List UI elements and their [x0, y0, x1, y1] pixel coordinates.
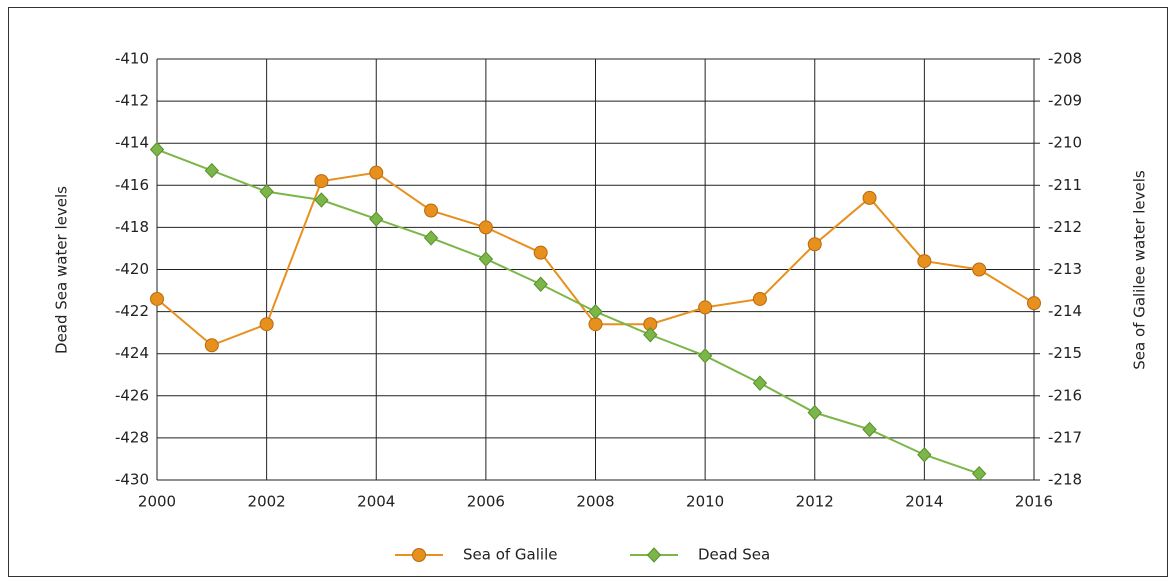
- legend-label: Sea of Galile: [463, 546, 557, 564]
- data-point: [314, 174, 329, 189]
- data-point: [752, 291, 767, 306]
- y-tick-label: -410: [115, 50, 149, 68]
- data-point: [807, 237, 822, 252]
- data-point: [643, 327, 658, 343]
- data-point: [259, 183, 274, 200]
- data-point: [807, 404, 822, 421]
- y2-tick-label: -216: [1048, 386, 1082, 404]
- y-tick-label: -422: [115, 302, 149, 320]
- data-point: [862, 190, 877, 205]
- series-line: [156, 148, 980, 475]
- data-point: [917, 254, 932, 269]
- y2-tick-label: -217: [1048, 428, 1082, 446]
- data-point: [588, 303, 603, 320]
- x-tick-label: 2008: [576, 493, 614, 511]
- y2-tick-label: -213: [1048, 260, 1082, 278]
- data-point: [752, 375, 768, 391]
- legend-marker: [646, 547, 662, 563]
- y-tick-label: -412: [115, 92, 149, 110]
- y2-tick-label: -212: [1048, 218, 1082, 236]
- y2-tick-label: -210: [1048, 134, 1082, 152]
- y-tick-label: -418: [115, 218, 149, 236]
- data-point: [972, 262, 987, 277]
- x-tick-label: 2006: [467, 493, 505, 511]
- legend-label: Dead Sea: [698, 546, 770, 564]
- data-point: [369, 211, 384, 227]
- data-point: [533, 276, 548, 292]
- data-point: [149, 141, 165, 158]
- data-point: [259, 317, 274, 332]
- y2-axis-title: Sea of Galilee water levels: [1131, 170, 1149, 370]
- data-point: [478, 251, 494, 267]
- y2-tick-label: -208: [1048, 50, 1082, 68]
- chart-border: [8, 7, 1168, 577]
- data-point: [1027, 296, 1041, 311]
- legend-marker: [412, 548, 426, 562]
- data-point: [314, 192, 329, 208]
- x-tick-label: 2014: [905, 493, 943, 511]
- y-tick-label: -428: [115, 428, 149, 446]
- x-tick-label: 2004: [357, 493, 395, 511]
- data-point: [698, 300, 713, 315]
- x-tick-label: 2012: [796, 493, 834, 511]
- data-point: [533, 245, 548, 260]
- x-tick-label: 2016: [1015, 493, 1053, 511]
- x-tick-label: 2010: [686, 493, 724, 511]
- x-tick-label: 2002: [248, 493, 286, 511]
- y2-tick-label: -218: [1048, 471, 1082, 489]
- x-tick-label: 2000: [138, 493, 176, 511]
- y2-tick-label: -211: [1048, 176, 1082, 194]
- data-point: [588, 317, 603, 332]
- y-tick-label: -426: [115, 386, 149, 404]
- y2-tick-label: -209: [1048, 92, 1082, 110]
- data-point: [369, 165, 384, 180]
- y-tick-label: -414: [115, 134, 149, 152]
- y-tick-label: -416: [115, 176, 149, 194]
- data-point: [423, 230, 439, 246]
- y-tick-label: -424: [115, 344, 149, 362]
- y-tick-label: -430: [115, 471, 149, 489]
- data-point: [697, 348, 713, 364]
- y2-tick-label: -214: [1048, 302, 1082, 320]
- data-point: [424, 203, 439, 218]
- y-tick-label: -420: [115, 260, 149, 278]
- data-point: [972, 465, 987, 482]
- data-point: [478, 220, 493, 235]
- data-point: [204, 162, 219, 179]
- data-point: [862, 421, 877, 438]
- data-point: [150, 291, 164, 306]
- y-axis-title: Dead Sea water levels: [53, 186, 71, 354]
- data-point: [917, 447, 932, 463]
- y2-tick-label: -215: [1048, 344, 1082, 362]
- data-point: [204, 338, 219, 353]
